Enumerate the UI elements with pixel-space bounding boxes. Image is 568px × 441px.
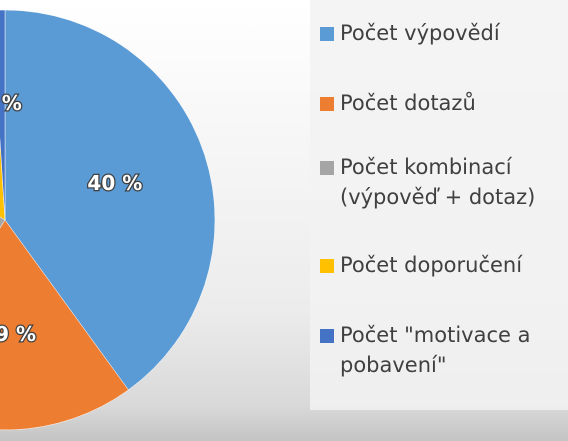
pie-slice [0,9,6,221]
legend-swatch [320,97,334,111]
pie-slice [0,216,6,229]
data-label: 40 % [87,171,142,195]
legend-swatch [320,27,334,41]
legend-swatch [320,259,334,273]
legend-swatch [320,329,334,343]
pie-slice [4,9,216,391]
legend-label: Počet kombinací (výpověď + dotaz) [340,155,536,209]
legend-entry: Počet "motivace a pobavení" [320,320,560,380]
legend-label: Počet výpovědí [340,21,500,45]
legend-label: Počet dotazů [340,91,476,115]
legend-swatch [320,161,334,175]
legend-entry: Počet kombinací (výpověď + dotaz) [320,152,560,212]
legend-label: Počet doporučení [340,253,523,277]
legend-label: Počet "motivace a pobavení" [340,323,531,377]
data-label: 19 % [0,322,36,346]
legend-entry: Počet doporučení [320,250,560,280]
pie-slice [0,219,129,431]
legend-entry: Počet dotazů [320,88,560,118]
data-label: 1 % [0,91,22,115]
legend-entry: Počet výpovědí [320,18,560,48]
legend: Počet výpovědí Počet dotazů Počet kombinac… [310,0,568,410]
